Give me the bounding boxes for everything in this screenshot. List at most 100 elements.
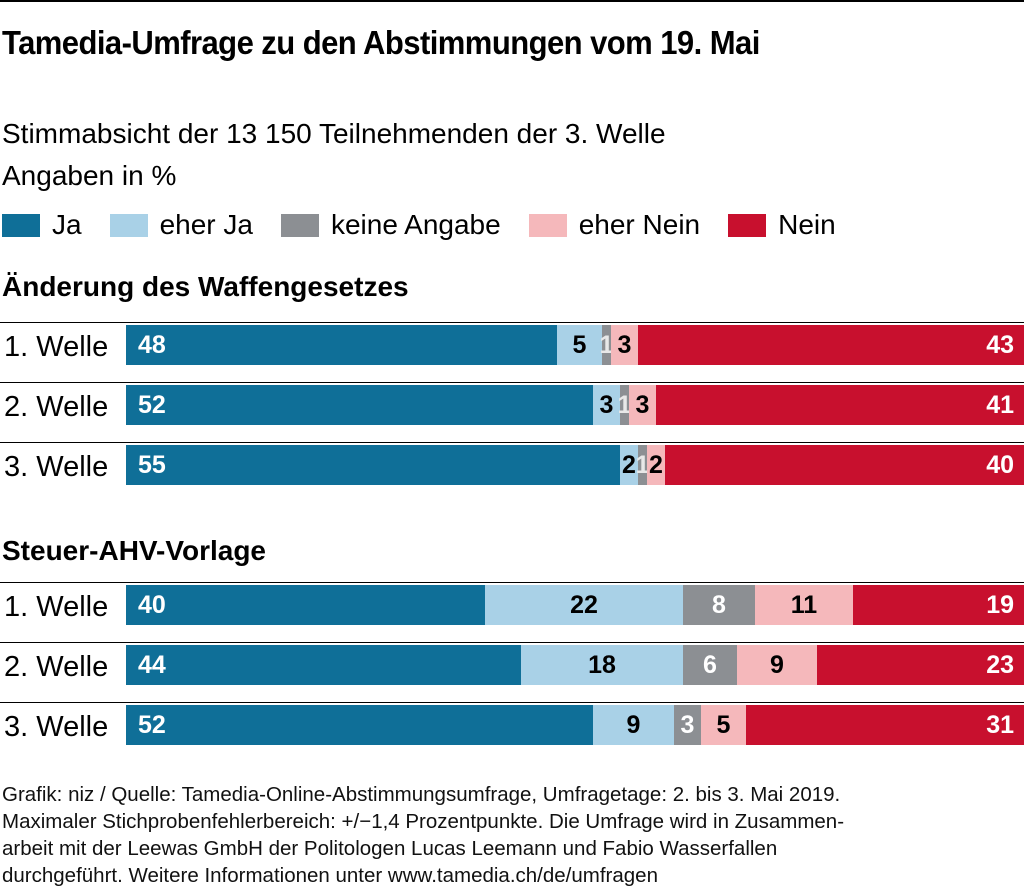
row-rule [0, 582, 1024, 583]
legend-label: eher Nein [578, 209, 701, 240]
bar-track: 40 22 8 11 19 [126, 585, 1024, 625]
data-label: 9 [770, 651, 784, 679]
bar-segment-eher-nein [701, 705, 746, 745]
bar-segment-eher-ja [557, 325, 602, 365]
data-label: 40 [138, 591, 166, 619]
section-title-waffengesetz: Änderung des Waffengesetzes [2, 271, 409, 302]
bar-segment-nein [853, 585, 1024, 625]
data-label: 22 [570, 591, 598, 619]
bar-track: 48 5 1 3 43 [126, 325, 1024, 365]
data-label: 1 [617, 391, 632, 419]
subtitle-line-2: Angaben in % [2, 160, 177, 191]
bar-segment-keine-angabe [683, 645, 737, 685]
legend: Ja eher Ja keine Angabe eher Nein Nein [2, 205, 864, 245]
data-label: 40 [986, 451, 1014, 479]
bar-row: 3. Welle 55 2 1 2 40 [0, 442, 1024, 504]
section-title-steuer-ahv: Steuer-AHV-Vorlage [2, 535, 266, 566]
data-label: 2 [622, 451, 636, 479]
legend-item-keine-angabe: keine Angabe [280, 209, 501, 241]
bar-row: 3. Welle 52 9 3 5 31 [0, 702, 1024, 764]
row-rule [0, 322, 1024, 323]
bar-segment-keine-angabe [620, 385, 629, 425]
legend-item-eher-nein: eher Nein [528, 209, 701, 241]
data-label: 19 [986, 591, 1014, 619]
legend-swatch-eher-ja [109, 213, 148, 237]
row-rule [0, 702, 1024, 703]
footer-line-4: durchgeführt. Weitere Informationen unte… [2, 864, 658, 887]
bar-segment-ja [126, 645, 521, 685]
bar-segment-ja [126, 585, 485, 625]
bar-segment-eher-nein [611, 325, 638, 365]
chart-title: Tamedia-Umfrage zu den Abstimmungen vom … [2, 24, 760, 61]
bar-segment-eher-ja [593, 705, 674, 745]
footer-line-1: Grafik: niz / Quelle: Tamedia-Online-Abs… [2, 783, 841, 806]
data-label: 6 [703, 651, 717, 679]
bar-segment-eher-ja [485, 585, 683, 625]
bar-track: 52 3 1 3 41 [126, 385, 1024, 425]
category-label: 2. Welle [4, 391, 109, 423]
bar-segment-nein [817, 645, 1024, 685]
bar-segment-eher-ja [593, 385, 620, 425]
category-label: 2. Welle [4, 651, 109, 683]
bar-track: 52 9 3 5 31 [126, 705, 1024, 745]
bar-segment-ja [126, 705, 593, 745]
bar-track: 55 2 1 2 40 [126, 445, 1024, 485]
bar-segment-nein [638, 325, 1024, 365]
row-rule [0, 642, 1024, 643]
data-label: 48 [138, 331, 166, 359]
data-label: 41 [986, 391, 1014, 419]
data-label: 8 [712, 591, 726, 619]
subtitle-line-1: Stimmabsicht der 13 150 Teilnehmenden de… [2, 118, 666, 149]
legend-label: Ja [52, 209, 82, 240]
data-label: 9 [626, 711, 641, 739]
legend-item-ja: Ja [2, 209, 82, 241]
bar-segment-ja [126, 325, 557, 365]
data-label: 3 [680, 711, 695, 739]
data-label: 52 [138, 711, 166, 739]
footer-line-2: Maximaler Stichprobenfehlerbereich: +/−1… [2, 810, 845, 833]
bar-row: 1. Welle 40 22 8 11 19 [0, 582, 1024, 644]
top-rule [0, 0, 1024, 2]
data-label: 18 [588, 651, 616, 679]
bar-segment-nein [656, 385, 1024, 425]
legend-label: eher Ja [159, 209, 253, 240]
legend-label: Nein [778, 209, 836, 240]
data-label: 1 [599, 331, 614, 359]
data-label: 55 [138, 451, 166, 479]
row-rule [0, 442, 1024, 443]
data-label: 44 [138, 651, 166, 679]
data-label: 52 [138, 391, 166, 419]
bar-row: 2. Welle 52 3 1 3 41 [0, 382, 1024, 444]
data-label: 5 [716, 711, 731, 739]
footer-source: Grafik: niz / Quelle: Tamedia-Online-Abs… [2, 781, 1012, 889]
legend-swatch-ja [2, 213, 40, 237]
data-label: 2 [649, 451, 663, 479]
data-label: 11 [790, 591, 818, 619]
category-label: 1. Welle [4, 331, 109, 363]
bar-track: 44 18 6 9 23 [126, 645, 1024, 685]
bar-segment-nein [665, 445, 1024, 485]
data-label: 23 [986, 651, 1014, 679]
data-label: 31 [986, 711, 1014, 739]
data-label: 3 [635, 391, 650, 419]
category-label: 3. Welle [4, 711, 109, 743]
category-label: 1. Welle [4, 591, 109, 623]
data-label: 3 [617, 331, 632, 359]
data-label: 43 [986, 331, 1014, 359]
bar-segment-keine-angabe [674, 705, 701, 745]
row-rule [0, 382, 1024, 383]
bar-segment-eher-nein [629, 385, 656, 425]
bar-segment-nein [746, 705, 1024, 745]
bar-row: 2. Welle 44 18 6 9 23 [0, 642, 1024, 704]
bar-segment-keine-angabe [683, 585, 755, 625]
legend-label: keine Angabe [330, 209, 501, 240]
bar-segment-keine-angabe [638, 445, 647, 485]
bar-segment-eher-nein [737, 645, 817, 685]
data-label: 5 [572, 331, 587, 359]
legend-item-nein: Nein [728, 209, 836, 241]
legend-swatch-eher-nein [528, 213, 567, 237]
bar-segment-eher-ja [521, 645, 683, 685]
bar-segment-keine-angabe [602, 325, 611, 365]
data-label: 1 [635, 451, 650, 479]
category-label: 3. Welle [4, 451, 109, 483]
